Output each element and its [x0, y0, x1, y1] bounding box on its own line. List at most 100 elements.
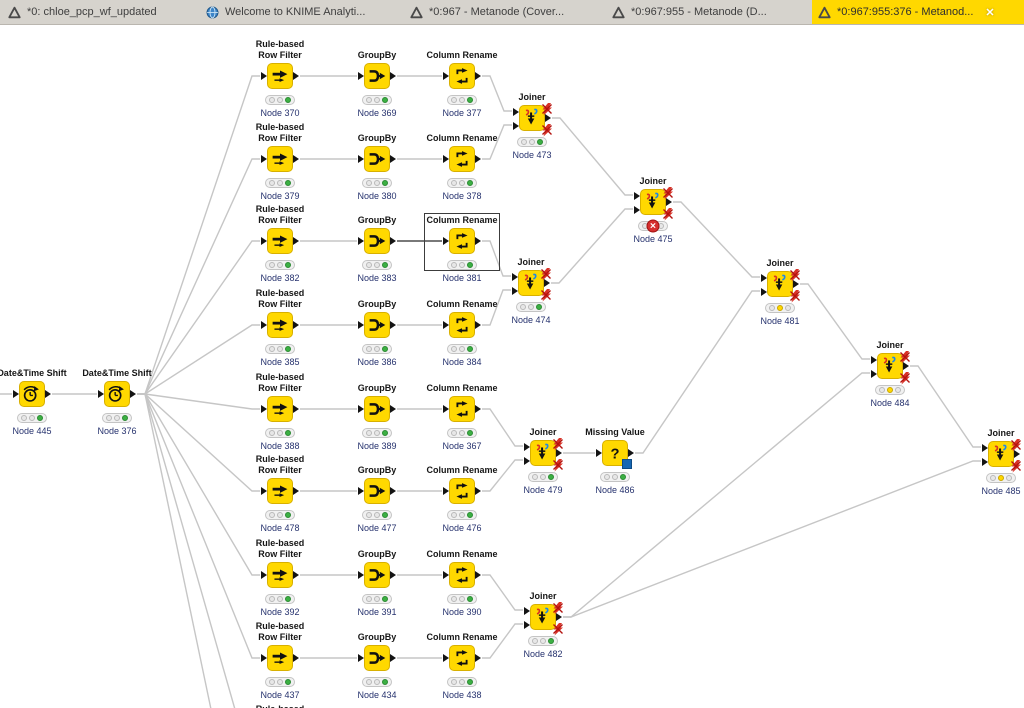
knime-triangle-icon [612, 6, 625, 19]
status-traffic-light [447, 510, 477, 520]
workflow-node-node-473[interactable]: Joiner Node 473 [487, 77, 577, 161]
workflow-node-node-445[interactable]: Date&Time Shift Node 445 [0, 353, 77, 437]
workflow-node-node-391[interactable]: GroupBy Node 391 [332, 534, 422, 618]
node-title: Column Rename [426, 549, 498, 559]
editor-tab-1[interactable]: *0: chloe_pcp_wf_updated [2, 0, 206, 24]
status-dot [285, 180, 291, 186]
node-name: Node 481 [760, 316, 800, 326]
workflow-node-node-369[interactable]: GroupBy Node 369 [332, 35, 422, 119]
workflow-node-node-381[interactable]: Column Rename Node 381 [417, 200, 507, 284]
workflow-node-node-386[interactable]: GroupBy Node 386 [332, 284, 422, 368]
workflow-node-node-481[interactable]: Joiner Node 481 [735, 243, 825, 327]
workflow-node-node-437[interactable]: Rule-based Row Filter Node 437 [235, 617, 325, 701]
status-dot [269, 180, 275, 186]
status-dot [366, 596, 372, 602]
status-dot [529, 139, 535, 145]
node-name: Node 477 [357, 523, 397, 533]
tab-label: *0:967:955 - Metanode (D... [631, 6, 767, 18]
rowfilter-icon [261, 645, 299, 671]
workflow-node-node-390[interactable]: Column Rename Node 390 [417, 534, 507, 618]
workflow-node-node-367[interactable]: Column Rename Node 367 [417, 368, 507, 452]
output-port [45, 390, 51, 398]
status-dot [269, 430, 275, 436]
colrename-icon [443, 312, 481, 338]
workflow-node-node-486[interactable]: Missing Value? Node 486 [570, 412, 660, 496]
input-port-2 [761, 288, 767, 296]
status-dot [467, 596, 473, 602]
status-dot [382, 97, 388, 103]
status-traffic-light [447, 260, 477, 270]
workflow-node-node-479[interactable]: Joiner Node 479 [498, 412, 588, 496]
status-dot [285, 596, 291, 602]
error-badge: ✕ [646, 219, 660, 233]
workflow-node-node-382[interactable]: Rule-based Row Filter Node 382 [235, 200, 325, 284]
workflow-node-node-475[interactable]: Joiner ✕ Node 475 [608, 161, 698, 245]
workflow-node-node-434[interactable]: GroupBy Node 434 [332, 617, 422, 701]
input-port [261, 237, 267, 245]
connection-line [482, 289, 511, 326]
workflow-node-node-380[interactable]: GroupBy Node 380 [332, 118, 422, 202]
workflow-node-node-385[interactable]: Rule-based Row Filter Node 385 [235, 284, 325, 368]
status-dot [887, 387, 893, 393]
status-dot [366, 262, 372, 268]
status-dot [374, 512, 380, 518]
node-name: Node 486 [595, 485, 635, 495]
editor-tab-2[interactable]: Welcome to KNIME Analyti... [200, 0, 372, 24]
workflow-node-node-478[interactable]: Rule-based Row Filter Node 478 [235, 450, 325, 534]
node-name: Node 377 [442, 108, 482, 118]
node-title: Column Rename [426, 133, 498, 143]
rowfilter-icon [261, 478, 299, 504]
node-name: Node 378 [442, 191, 482, 201]
status-dot [122, 415, 128, 421]
input-port-2 [871, 370, 877, 378]
workflow-node-node-482[interactable]: Joiner Node 482 [498, 576, 588, 660]
warning-bolt-icon [899, 372, 911, 385]
status-dot [366, 430, 372, 436]
workflow-node-node-477[interactable]: GroupBy Node 477 [332, 450, 422, 534]
workflow-node-node-438[interactable]: Column Rename Node 438 [417, 617, 507, 701]
connection-line [482, 124, 512, 160]
output-port [293, 654, 299, 662]
workflow-node-node-392[interactable]: Rule-based Row Filter Node 392 [235, 534, 325, 618]
status-dot [277, 262, 283, 268]
node-title: Joiner [766, 258, 794, 268]
status-dot [366, 512, 372, 518]
workflow-node-node-378[interactable]: Column Rename Node 378 [417, 118, 507, 202]
editor-tab-5[interactable]: *0:967:955:376 - Metanod... ✕ [812, 0, 1024, 24]
input-port [261, 487, 267, 495]
groupby-icon [358, 396, 396, 422]
connection-line [482, 623, 523, 659]
workflow-node-node-376[interactable]: Date&Time Shift Node 376 [72, 353, 162, 437]
workflow-node-node-370[interactable]: Rule-based Row Filter Node 370 [235, 35, 325, 119]
status-traffic-light [362, 95, 392, 105]
groupby-icon [358, 312, 396, 338]
workflow-node-node-476[interactable]: Column Rename Node 476 [417, 450, 507, 534]
editor-tab-3[interactable]: *0:967 - Metanode (Cover... [404, 0, 588, 24]
input-port-1 [871, 356, 877, 364]
workflow-node-node-379[interactable]: Rule-based Row Filter Node 379 [235, 118, 325, 202]
workflow-node-node-384[interactable]: Column Rename Node 384 [417, 284, 507, 368]
workflow-node-node-485[interactable]: Joiner Node 485 [956, 413, 1024, 497]
workflow-node-node-389[interactable]: GroupBy Node 389 [332, 368, 422, 452]
workflow-node-node-484[interactable]: Joiner Node 484 [845, 325, 935, 409]
tab-close-icon[interactable]: ✕ [985, 6, 995, 19]
workflow-node-node-377[interactable]: Column Rename Node 377 [417, 35, 507, 119]
node-title: Column Rename [426, 50, 498, 60]
editor-tab-4[interactable]: *0:967:955 - Metanode (D... [606, 0, 828, 24]
input-port [443, 155, 449, 163]
workflow-node-node-474[interactable]: Joiner Node 474 [486, 242, 576, 326]
status-dot [459, 512, 465, 518]
output-port [666, 198, 672, 206]
workflow-node-node-388[interactable]: Rule-based Row Filter Node 388 [235, 368, 325, 452]
status-dot [467, 262, 473, 268]
input-port [443, 571, 449, 579]
output-port [293, 321, 299, 329]
node-name: Node 473 [512, 150, 552, 160]
joiner-icon [982, 439, 1021, 473]
workflow-node-node-383[interactable]: GroupBy Node 383 [332, 200, 422, 284]
output-port [390, 237, 396, 245]
status-dot [451, 97, 457, 103]
status-dot [277, 180, 283, 186]
workflow-canvas[interactable]: Date&Time Shift Node 445 Date&Time Shift No… [0, 25, 1024, 708]
